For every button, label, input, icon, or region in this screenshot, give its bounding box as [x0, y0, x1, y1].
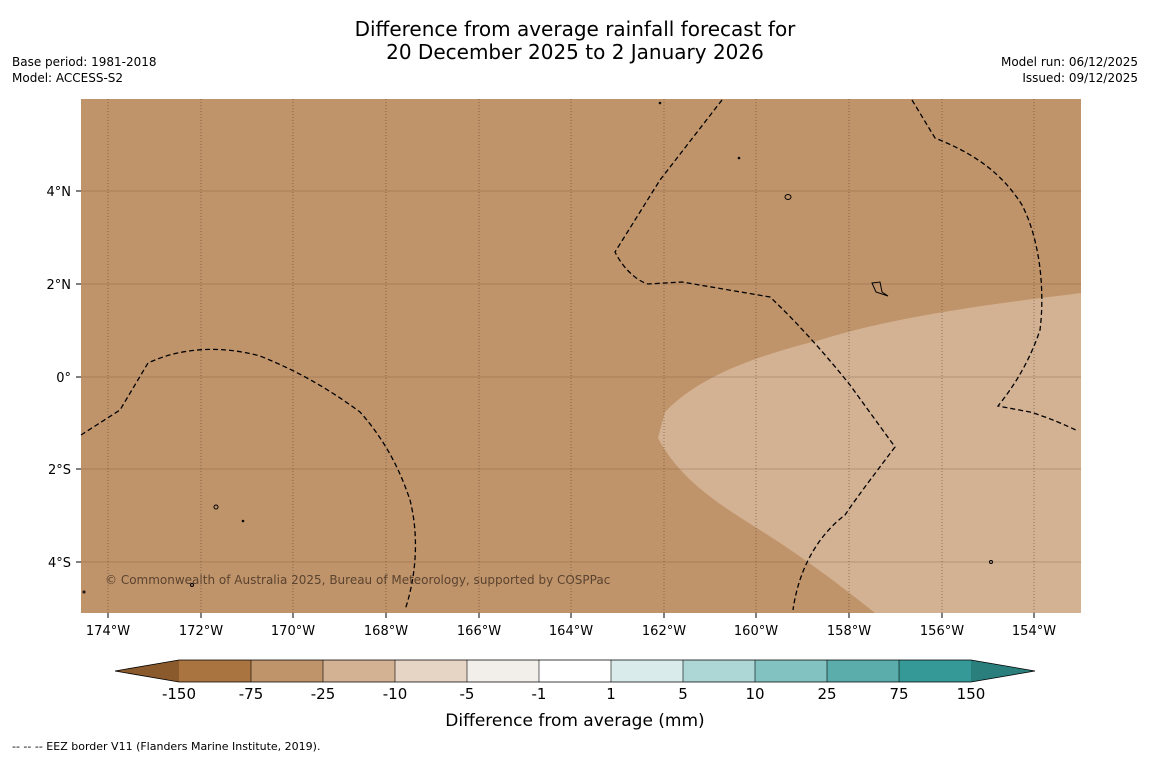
lon-label-172w: 172°W [179, 624, 223, 639]
lon-label-158w: 158°W [827, 624, 871, 639]
colorbar-swatch-5 [539, 660, 611, 682]
lat-label-2s: 2°S [48, 463, 71, 478]
colorbar-tick-label: -1 [532, 685, 547, 703]
lat-label-0: 0° [56, 371, 71, 386]
eez-border-kiribati-gilbert [80, 348, 417, 611]
eez-border-line-islands [614, 99, 896, 611]
colorbar [114, 659, 1036, 683]
eez-borders [80, 99, 1079, 611]
colorbar-tick-label: -5 [460, 685, 475, 703]
colorbar-extend-low [115, 660, 179, 682]
lat-label-2n: 2°N [47, 278, 72, 293]
lat-label-4n: 4°N [47, 185, 72, 200]
colorbar-swatch-10 [899, 660, 971, 682]
colorbar-tick-label: -25 [311, 685, 336, 703]
lon-label-154w: 154°W [1012, 624, 1056, 639]
islands [82, 101, 993, 594]
model-run-text: Model run: 06/12/2025 [1000, 55, 1138, 69]
colorbar-swatch-2 [323, 660, 395, 682]
title-line-2: 20 December 2025 to 2 January 2026 [386, 40, 764, 64]
colorbar-extend-high [971, 660, 1035, 682]
colorbar-swatch-8 [755, 660, 827, 682]
colorbar-tick-label: 150 [957, 685, 986, 703]
meta-left: Base period: 1981-2018 Model: ACCESS-S2 [12, 54, 157, 86]
colorbar-swatch-0 [179, 660, 251, 682]
eez-footnote: -- -- -- EEZ border V11 (Flanders Marine… [12, 740, 321, 753]
map-figure: 174°W 172°W 170°W 168°W 166°W 164°W 162°… [47, 99, 1081, 731]
colorbar-tick-label: -10 [383, 685, 408, 703]
colorbar-tick-label: -75 [239, 685, 264, 703]
colorbar-outline [114, 659, 1036, 683]
lon-label-168w: 168°W [364, 624, 408, 639]
colorbar-swatch-6 [611, 660, 683, 682]
colorbar-tick-label: 75 [889, 685, 908, 703]
lon-label-170w: 170°W [271, 624, 315, 639]
chart-title: Difference from average rainfall forecas… [0, 18, 1150, 64]
eez-border-east [911, 99, 1079, 432]
meta-right: Model run: 06/12/2025 Issued: 09/12/2025 [1001, 54, 1138, 86]
copyright-text: © Commonwealth of Australia 2025, Bureau… [105, 573, 610, 587]
title-line-1: Difference from average rainfall forecas… [354, 17, 796, 41]
colorbar-tick-label: 1 [606, 685, 616, 703]
colorbar-swatch-1 [251, 660, 323, 682]
lon-label-156w: 156°W [920, 624, 964, 639]
issued-text: Issued: 09/12/2025 [1022, 71, 1138, 85]
lat-ticks [76, 190, 81, 563]
lon-label-166w: 166°W [457, 624, 501, 639]
lon-label-174w: 174°W [86, 624, 130, 639]
colorbar-tick-label: 5 [678, 685, 688, 703]
colorbar-swatch-9 [827, 660, 899, 682]
colorbar-swatch-4 [467, 660, 539, 682]
colorbar-tick-label: 25 [817, 685, 836, 703]
lon-label-164w: 164°W [549, 624, 593, 639]
lon-ticks [107, 613, 1035, 618]
colorbar-swatch-3 [395, 660, 467, 682]
base-period-text: Base period: 1981-2018 [12, 55, 157, 69]
lon-label-162w: 162°W [642, 624, 686, 639]
lat-grid [81, 190, 1081, 563]
lat-label-4s: 4°S [48, 556, 71, 571]
colorbar-swatch-7 [683, 660, 755, 682]
colorbar-label: Difference from average (mm) [445, 711, 704, 731]
model-text: Model: ACCESS-S2 [12, 71, 124, 85]
lon-label-160w: 160°W [734, 624, 778, 639]
anomaly-region-light [658, 293, 1081, 613]
colorbar-tick-label: 10 [745, 685, 764, 703]
colorbar-tick-label: -150 [162, 685, 196, 703]
